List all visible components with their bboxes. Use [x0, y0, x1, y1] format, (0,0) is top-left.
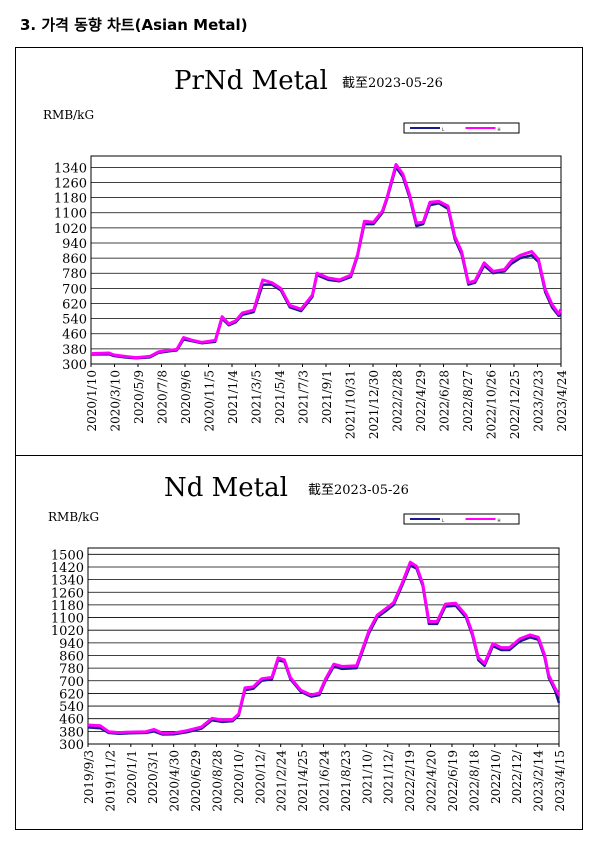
nd-x-tick-label: 2023/4/15 [553, 750, 567, 812]
nd-x-tick-label: 2022/8/18 [467, 750, 481, 812]
nd-y-tick-label: 1180 [51, 599, 84, 614]
prnd-legend-label-low: L [442, 127, 445, 132]
nd-x-tick-label: 2022/4/20 [425, 750, 439, 812]
prnd-y-tick-label: 1020 [54, 222, 87, 237]
nd-x-tick-label: 2020/1/1 [125, 750, 139, 804]
prnd-plot-area [90, 155, 562, 365]
nd-x-tick-label: 2020/8/28 [210, 750, 224, 812]
nd-x-tick-label: 2022/6/19 [446, 750, 460, 812]
nd-series-line-h [87, 560, 561, 735]
nd-y-tick-label: 300 [59, 738, 84, 753]
prnd-y-tick-label: 860 [62, 252, 87, 267]
prnd-y-tick-label: 300 [62, 358, 87, 373]
prnd-x-tick-label: 2020/11/5 [203, 370, 217, 432]
nd-x-tick-label: 2020/10/ [232, 749, 246, 804]
prnd-x-tick-label: 2022/6/28 [438, 370, 452, 432]
nd-y-tick-label: 1420 [51, 561, 84, 576]
nd-x-tick-label: 2020/4/30 [168, 750, 182, 812]
nd-y-tick-label: 380 [59, 725, 84, 740]
prnd-chart-subtitle: 截至2023-05-26 [342, 76, 443, 91]
prnd-x-tick-label: 2021/9/1 [320, 370, 334, 424]
nd-x-tick-label: 2021/12/ [382, 749, 396, 804]
nd-chart-title: Nd Metal [164, 473, 288, 503]
prnd-y-tick-label: 780 [62, 267, 87, 282]
nd-y-tick-label: 1100 [51, 612, 84, 627]
nd-y-tick-label: 460 [59, 713, 84, 728]
prnd-y-tick-label: 460 [62, 328, 87, 343]
nd-legend-box [403, 513, 520, 525]
prnd-x-tick-label: 2022/10/26 [485, 370, 499, 439]
nd-legend-label-high: H [498, 518, 501, 523]
prnd-x-tick-label: 2021/10/31 [344, 370, 358, 439]
nd-y-tick-label: 1340 [51, 574, 84, 589]
prnd-y-tick-label: 1260 [54, 176, 87, 191]
nd-y-tick-label: 1020 [51, 624, 84, 639]
prnd-y-tick-label: 1100 [54, 207, 87, 222]
prnd-y-axis-label: RMB/kG [43, 108, 94, 122]
section-title: 3. 가격 동향 차트(Asian Metal) [20, 16, 248, 34]
prnd-y-tick-label: 940 [62, 237, 87, 252]
prnd-legend-box [403, 122, 520, 134]
prnd-x-tick-label: 2020/3/10 [109, 370, 123, 432]
nd-x-tick-label: 2022/2/19 [403, 750, 417, 812]
nd-y-tick-label: 780 [59, 662, 84, 677]
prnd-x-tick-label: 2020/1/10 [85, 370, 99, 432]
prnd-x-tick-label: 2022/8/27 [461, 370, 475, 432]
prnd-x-tick-label: 2022/2/28 [391, 370, 405, 432]
nd-x-tick-label: 2021/4/25 [296, 750, 310, 812]
nd-x-tick-label: 2021/10/ [360, 749, 374, 804]
prnd-y-tick-label: 620 [62, 297, 87, 312]
prnd-x-tick-label: 2023/2/23 [532, 370, 546, 432]
nd-x-tick-label: 2021/2/24 [275, 750, 289, 812]
nd-x-tick-label: 2021/6/24 [318, 750, 332, 812]
nd-y-axis-label: RMB/kG [48, 510, 99, 524]
prnd-x-tick-label: 2021/3/5 [250, 370, 264, 424]
nd-x-tick-label: 2020/3/1 [146, 750, 160, 804]
nd-x-tick-label: 2019/11/2 [103, 750, 117, 812]
prnd-x-tick-label: 2021/12/30 [367, 370, 381, 439]
nd-chart-panel: Nd Metal 截至2023-05-26 RMB/kG L H 300 380 460 540… [15, 455, 583, 830]
nd-x-tick-label: 2021/8/23 [339, 750, 353, 812]
prnd-series-line-h [90, 163, 563, 360]
nd-y-tick-label: 700 [59, 675, 84, 690]
nd-y-tick-label: 540 [59, 700, 84, 715]
nd-x-tick-label: 2019/9/3 [82, 750, 96, 804]
prnd-legend-label-high: H [498, 127, 501, 132]
prnd-chart-title: PrNd Metal [174, 66, 328, 96]
prnd-x-tick-label: 2020/7/8 [156, 370, 170, 424]
nd-x-tick-label: 2022/10/ [489, 749, 503, 804]
nd-chart-subtitle: 截至2023-05-26 [308, 483, 409, 498]
nd-x-tick-label: 2020/6/29 [189, 750, 203, 812]
nd-x-tick-label: 2022/12/ [510, 749, 524, 804]
nd-chart: Nd Metal 截至2023-05-26 RMB/kG L H 300380460540… [48, 473, 567, 812]
nd-x-tick-label: 2020/12/ [253, 749, 267, 804]
nd-y-tick-label: 1500 [51, 548, 84, 563]
prnd-y-tick-label: 700 [62, 282, 87, 297]
prnd-y-tick-label: 540 [62, 313, 87, 328]
nd-plot-area [87, 547, 560, 745]
prnd-x-tick-label: 2022/4/29 [414, 370, 428, 432]
prnd-x-tick-label: 2023/4/24 [555, 370, 569, 432]
prnd-x-tick-label: 2021/5/4 [273, 370, 287, 424]
prnd-x-tick-label: 2022/12/25 [508, 370, 522, 439]
prnd-x-tick-label: 2021/7/3 [297, 370, 311, 424]
nd-y-tick-label: 1260 [51, 586, 84, 601]
prnd-x-tick-label: 2021/1/4 [226, 370, 240, 424]
prnd-x-tick-label: 2020/9/6 [179, 370, 193, 424]
nd-legend-label-low: L [442, 518, 445, 523]
nd-y-tick-label: 860 [59, 649, 84, 664]
prnd-y-tick-label: 1180 [54, 192, 87, 207]
nd-y-tick-label: 620 [59, 687, 84, 702]
nd-x-tick-label: 2023/2/14 [532, 750, 546, 812]
prnd-chart-panel: PrNd Metal 截至2023-05-26 RMB/kG L H 300 380 460 5… [15, 47, 583, 457]
prnd-y-tick-label: 1340 [54, 161, 87, 176]
prnd-y-tick-label: 380 [62, 343, 87, 358]
prnd-chart: PrNd Metal 截至2023-05-26 RMB/kG L H 3003804605… [43, 66, 569, 439]
prnd-x-tick-label: 2020/5/9 [132, 370, 146, 424]
nd-y-tick-label: 940 [59, 637, 84, 652]
